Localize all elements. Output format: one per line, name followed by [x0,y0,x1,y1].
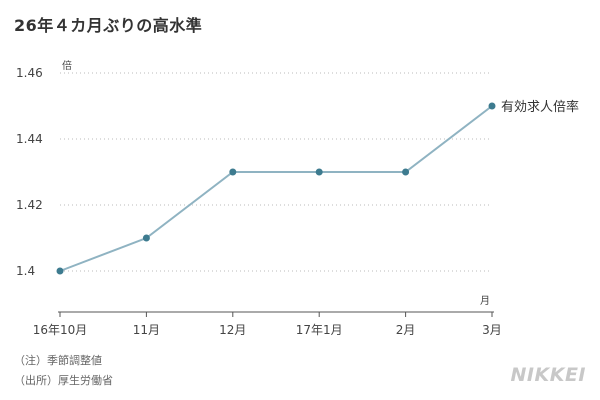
x-tick-label: 17年1月 [296,323,343,337]
series-label: 有効求人倍率 [501,99,579,115]
footnote-source: （出所）厚生労働省 [14,374,113,387]
brand-logo: NIKKEI [510,364,586,386]
series-layer: 有効求人倍率 [56,99,579,275]
footnote-seasonal: （注）季節調整値 [14,354,102,367]
x-axis-unit-label: 月 [480,295,490,307]
series-line [59,105,493,272]
data-point [229,168,237,176]
y-tick-label: 1.4 [16,264,35,278]
data-point [488,102,496,110]
data-point [315,168,323,176]
data-point [402,168,410,176]
data-point [56,267,64,275]
x-tick-label: 11月 [133,323,160,337]
y-tick-label: 1.42 [16,198,43,212]
y-axis-ticks: 1.4 1.42 1.44 1.46 [16,66,43,278]
x-tick-label: 16年10月 [33,323,88,337]
y-tick-label: 1.44 [16,132,43,146]
y-axis-unit-label: 倍 [62,59,72,72]
x-tick-label: 3月 [482,323,502,337]
gridlines [60,72,492,272]
x-tick-label: 12月 [219,323,246,337]
data-point [142,234,150,242]
x-tick-label: 2月 [396,323,416,337]
y-tick-label: 1.46 [16,66,43,80]
chart-title: 26年４カ月ぶりの高水準 [14,16,203,35]
x-axis: 16年10月 11月 12月 17年1月 2月 3月 [33,311,502,337]
